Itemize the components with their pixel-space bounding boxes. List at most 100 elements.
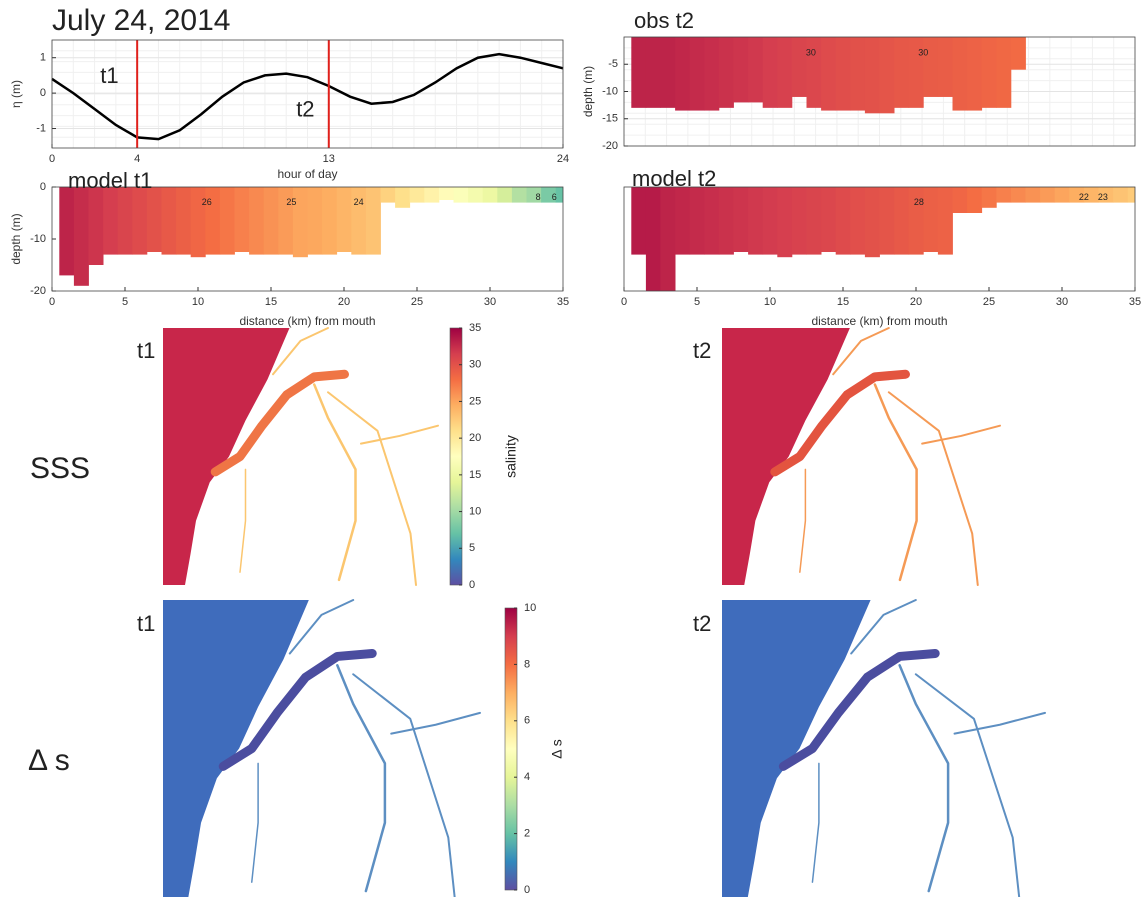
- river: [832, 327, 890, 376]
- river: [850, 599, 917, 655]
- section-column: [937, 187, 953, 255]
- x-tick-label: 10: [192, 296, 204, 308]
- x-tick-label: 30: [484, 296, 496, 308]
- section-column: [219, 187, 235, 255]
- x-tick-label: 4: [134, 153, 140, 165]
- map-label: t1: [137, 338, 155, 363]
- row-label: SSS: [30, 452, 90, 485]
- section-column: [981, 187, 997, 208]
- section-column: [146, 187, 162, 252]
- map-label: t1: [137, 611, 155, 636]
- annotation: 24: [354, 197, 364, 207]
- section-column: [996, 187, 1012, 203]
- x-tick-label: 35: [1129, 296, 1141, 308]
- river: [336, 664, 387, 893]
- river: [898, 664, 950, 893]
- annotation: 22: [1079, 192, 1089, 202]
- section-column: [73, 187, 89, 286]
- section-column: [278, 187, 294, 255]
- river: [272, 327, 329, 376]
- section-column: [821, 187, 837, 252]
- colorbar-label: salinity: [503, 435, 519, 478]
- section-column: [336, 187, 352, 252]
- section-column: [733, 37, 749, 103]
- colorbar: [504, 607, 518, 891]
- section-column: [864, 187, 880, 258]
- section-column: [1054, 187, 1070, 203]
- section-column: [967, 37, 983, 111]
- section-column: [908, 37, 924, 108]
- annotation: t2: [296, 97, 314, 122]
- section-column: [205, 187, 221, 255]
- section-column: [482, 187, 498, 203]
- river: [778, 648, 940, 771]
- colorbar-tick-label: 10: [469, 505, 481, 517]
- section-column: [1127, 187, 1135, 203]
- section-column: [526, 187, 542, 203]
- section-column: [497, 187, 513, 203]
- x-tick-label: 0: [621, 296, 627, 308]
- section-column: [555, 187, 563, 203]
- y-tick-label: -1: [36, 122, 46, 134]
- section-column: [307, 187, 323, 255]
- annotation: 8: [536, 192, 541, 202]
- x-tick-label: 5: [694, 296, 700, 308]
- section-column: [850, 37, 866, 111]
- section-column: [777, 37, 793, 108]
- section-column: [996, 37, 1012, 108]
- annotation: 28: [914, 197, 924, 207]
- x-tick-label: 5: [122, 296, 128, 308]
- section-column: [176, 187, 192, 255]
- section-column: [762, 37, 778, 108]
- y-tick-label: -10: [602, 85, 618, 97]
- section-column: [1040, 187, 1056, 203]
- annotation: t1: [100, 63, 118, 88]
- section-column: [835, 187, 851, 255]
- section-column: [292, 187, 308, 258]
- y-tick-label: -20: [30, 285, 46, 297]
- x-tick-label: 15: [265, 296, 277, 308]
- x-tick-label: 0: [49, 153, 55, 165]
- river: [914, 673, 1021, 897]
- section-column: [718, 187, 734, 255]
- colorbar-tick-label: 25: [469, 395, 481, 407]
- section-column: [351, 187, 367, 255]
- section-column: [704, 187, 720, 255]
- river: [360, 424, 439, 445]
- colorbar-tick-label: 0: [524, 884, 530, 896]
- section-column: [88, 187, 104, 265]
- section-column: [424, 187, 440, 203]
- section-column: [777, 187, 793, 258]
- section-column: [689, 37, 705, 111]
- section-column: [879, 37, 895, 114]
- panel-title: obs t2: [634, 8, 694, 33]
- section-column: [1069, 187, 1085, 203]
- section-column: [1083, 187, 1099, 203]
- ocean: [722, 328, 850, 585]
- y-tick-label: -10: [30, 233, 46, 245]
- section-column: [791, 187, 807, 255]
- section-column: [117, 187, 133, 255]
- section-column: [748, 37, 764, 103]
- river: [953, 711, 1046, 735]
- section-column: [645, 187, 661, 291]
- ocean: [163, 328, 290, 585]
- section-column: [190, 187, 206, 258]
- colorbar-tick-label: 4: [524, 771, 530, 783]
- colorbar-tick-label: 15: [469, 469, 481, 481]
- colorbar-tick-label: 20: [469, 432, 481, 444]
- colorbar-tick-label: 10: [524, 602, 536, 614]
- section-column: [453, 187, 469, 203]
- panel-title: July 24, 2014: [52, 4, 230, 37]
- section-column: [511, 187, 527, 203]
- river: [251, 762, 259, 883]
- y-tick-label: -20: [602, 140, 618, 152]
- x-axis-label: hour of day: [277, 167, 337, 181]
- section-column: [660, 37, 676, 108]
- annotation: 23: [1098, 192, 1108, 202]
- section-column: [409, 187, 425, 203]
- x-tick-label: 25: [983, 296, 995, 308]
- section-column: [718, 37, 734, 108]
- section-column: [249, 187, 265, 255]
- section-column: [689, 187, 705, 255]
